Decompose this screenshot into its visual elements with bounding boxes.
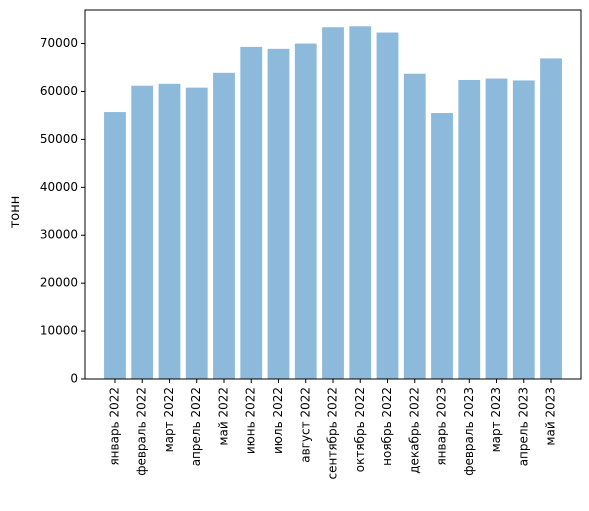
- x-tick-label: март 2022: [162, 387, 176, 452]
- y-axis-ticks: 0 10000 20000 30000 40000 50000 60000 70000: [40, 36, 85, 386]
- y-tick-label: 70000: [40, 36, 78, 50]
- x-tick-label: декабрь 2022: [407, 387, 421, 474]
- bar: [185, 87, 208, 379]
- bar: [267, 48, 290, 379]
- y-tick-label: 10000: [40, 324, 78, 338]
- x-tick-label: март 2023: [489, 387, 503, 452]
- bar: [240, 46, 263, 380]
- x-tick-label: февраль 2023: [462, 387, 476, 476]
- x-tick-label: май 2023: [544, 387, 558, 446]
- x-tick-label: февраль 2022: [135, 387, 149, 476]
- x-tick-label: ноябрь 2022: [380, 387, 394, 466]
- bar: [104, 112, 126, 379]
- bar: [131, 85, 154, 379]
- x-axis-ticks: январь 2022 февраль 2022 март 2022 апрель 2…: [107, 379, 558, 479]
- x-tick-label: июнь 2022: [244, 387, 258, 454]
- y-tick-label: 20000: [40, 276, 78, 290]
- y-tick-label: 30000: [40, 228, 78, 242]
- y-tick-label: 40000: [40, 180, 78, 194]
- bar: [376, 32, 399, 380]
- bar: [485, 78, 508, 379]
- x-tick-label: январь 2023: [435, 387, 449, 466]
- bar: [458, 79, 481, 379]
- x-tick-label: август 2022: [298, 387, 312, 463]
- bar: [403, 73, 426, 380]
- x-tick-label: сентябрь 2022: [326, 387, 340, 479]
- x-tick-label: апрель 2022: [189, 387, 203, 466]
- bar: [322, 27, 344, 379]
- y-tick-label: 0: [70, 372, 78, 386]
- bar: [158, 83, 181, 380]
- x-tick-label: май 2022: [216, 387, 230, 446]
- bar: [294, 43, 317, 380]
- bar: [431, 113, 453, 379]
- x-tick-label: октябрь 2022: [353, 387, 367, 472]
- x-tick-label: январь 2022: [107, 387, 121, 466]
- bar: [213, 72, 235, 379]
- bar: [540, 58, 562, 380]
- bar: [512, 80, 535, 379]
- y-axis-label: тонн: [8, 196, 23, 229]
- y-tick-label: 50000: [40, 132, 78, 146]
- bar: [349, 26, 372, 379]
- x-tick-label: июль 2022: [271, 387, 285, 454]
- y-tick-label: 60000: [40, 84, 78, 98]
- x-tick-label: апрель 2023: [516, 387, 530, 466]
- bars: [104, 26, 562, 380]
